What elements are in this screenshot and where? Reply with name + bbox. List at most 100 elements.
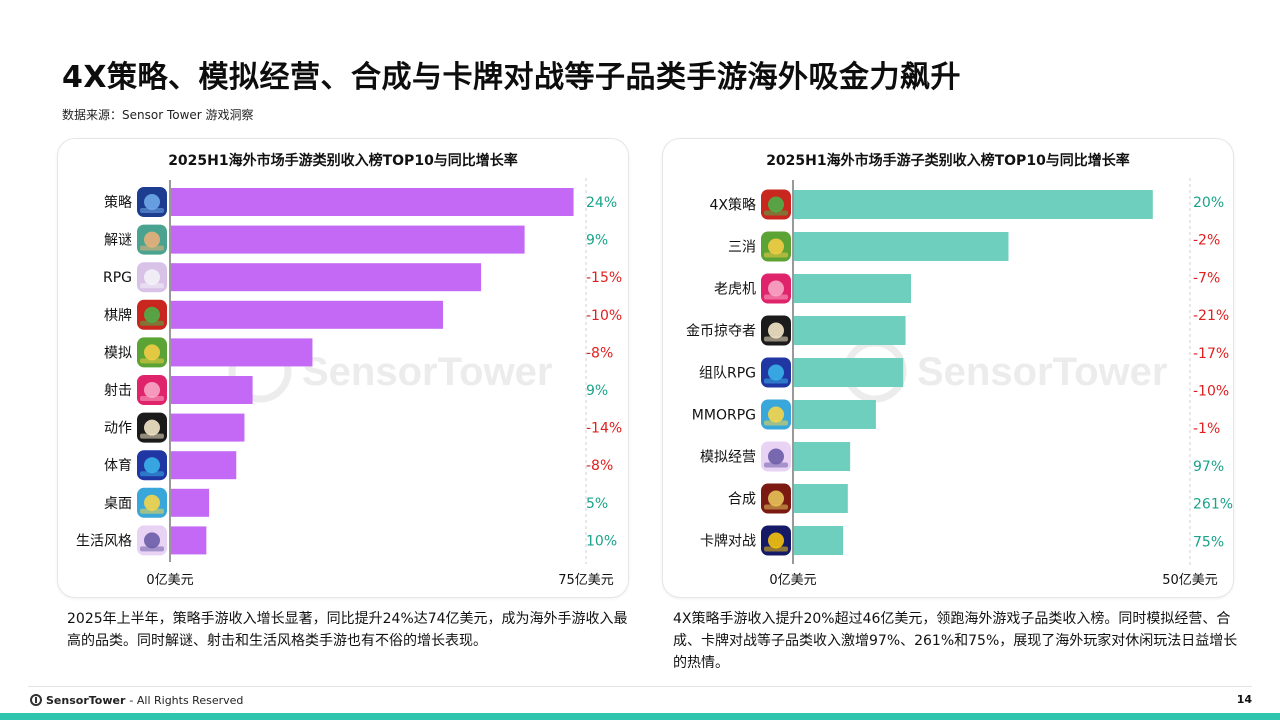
right-bar — [794, 232, 1009, 261]
tabletop-app-icon — [137, 487, 167, 518]
footer-brand-name: SensorTower — [46, 693, 126, 707]
left-icon-glyph — [144, 382, 160, 398]
right-icon-accent — [764, 210, 788, 216]
left-bar-row: 体育 -8% — [104, 450, 613, 481]
right-bar — [794, 484, 848, 513]
right-growth-label: -17% — [1193, 346, 1229, 362]
left-bar-row: RPG -15% — [103, 262, 622, 293]
match3-app-icon — [761, 231, 791, 262]
left-axis-min-label: 0亿美元 — [146, 573, 193, 588]
right-chart-title: 2025H1海外市场手游子类别收入榜TOP10与同比增长率 — [766, 153, 1130, 169]
coin-looter-app-icon — [761, 315, 791, 346]
left-bar — [171, 376, 253, 404]
right-icon-accent — [764, 336, 788, 342]
left-bar-row: 解谜 9% — [104, 224, 608, 255]
footer-brand: SensorTower - All Rights Reserved — [30, 692, 243, 708]
sensortower-logo-icon — [30, 694, 42, 706]
left-category-label: 射击 — [104, 383, 132, 399]
right-category-label: 金币掠夺者 — [686, 324, 756, 340]
right-icon-glyph — [768, 532, 784, 549]
right-growth-label: 97% — [1193, 459, 1224, 475]
left-category-label: 生活风格 — [76, 533, 132, 549]
right-icon-glyph — [768, 196, 784, 213]
simulation-app-icon — [137, 337, 167, 368]
right-icon-accent — [764, 378, 788, 384]
right-category-label: 卡牌对战 — [700, 533, 756, 550]
left-growth-label: 24% — [586, 195, 617, 211]
left-growth-label: 10% — [586, 533, 617, 549]
left-watermark: SensorTower — [228, 339, 552, 403]
strategy-app-icon — [137, 187, 167, 217]
left-category-label: 模拟 — [104, 345, 132, 361]
left-bar — [171, 488, 210, 517]
right-bar — [794, 274, 911, 303]
right-icon-glyph — [768, 238, 784, 255]
right-bar — [794, 526, 844, 555]
left-category-label: 解谜 — [104, 233, 132, 249]
footer-divider — [28, 686, 1252, 687]
left-watermark-text: SensorTower — [302, 350, 552, 394]
page-number: 14 — [1236, 693, 1252, 706]
left-icon-accent — [140, 433, 164, 439]
right-category-label: 组队RPG — [699, 366, 756, 382]
left-category-label: RPG — [103, 270, 132, 286]
shooter-app-icon — [137, 375, 167, 405]
right-growth-label: -10% — [1193, 384, 1229, 400]
right-growth-label: 75% — [1193, 534, 1224, 550]
left-bar — [171, 188, 574, 216]
left-bar — [171, 338, 313, 367]
right-bar-row: MMORPG — [692, 399, 876, 430]
right-category-label: 三消 — [728, 240, 756, 256]
right-growth-label: 20% — [1193, 195, 1224, 211]
right-bar-row: 模拟经营 — [700, 441, 851, 472]
left-icon-accent — [140, 546, 164, 552]
right-category-label: MMORPG — [692, 408, 756, 424]
right-bar-row: 4X策略 — [710, 189, 1153, 220]
left-bar-row: 动作 -14% — [104, 412, 622, 443]
4x-strategy-app-icon — [761, 189, 791, 220]
left-bar — [171, 526, 207, 555]
right-bar-row: 老虎机 — [714, 273, 911, 304]
page-title: 4X策略、模拟经营、合成与卡牌对战等子品类手游海外吸金力飙升 — [62, 60, 962, 95]
left-axis-max-label: 75亿美元 — [558, 573, 614, 588]
right-icon-glyph — [768, 448, 784, 465]
left-icon-glyph — [144, 457, 160, 474]
slots-app-icon — [761, 273, 791, 304]
right-growth-label: 261% — [1193, 497, 1233, 513]
action-app-icon — [137, 412, 167, 443]
left-growth-label: 5% — [586, 496, 608, 512]
right-icon-accent — [764, 504, 788, 510]
right-bar — [794, 400, 876, 429]
right-icon-glyph — [768, 322, 784, 339]
right-category-label: 老虎机 — [714, 282, 756, 298]
left-category-label: 策略 — [104, 194, 132, 211]
left-growth-label: 9% — [586, 233, 608, 249]
left-bar-chart: SensorTower 策略 24% 解谜 9% RPG -15% 棋牌 -10% 模拟 -8% 射击… — [76, 178, 622, 588]
left-icon-accent — [140, 283, 164, 289]
mmorpg-app-icon — [761, 399, 791, 430]
right-bar — [794, 190, 1153, 219]
merge-app-icon — [761, 483, 791, 514]
right-growth-label: -2% — [1193, 233, 1220, 249]
right-icon-accent — [764, 420, 788, 426]
bottom-accent-band — [0, 713, 1280, 720]
left-icon-glyph — [144, 532, 160, 549]
left-icon-accent — [140, 208, 164, 213]
left-growth-label: -8% — [586, 345, 613, 361]
left-icon-glyph — [144, 306, 160, 323]
right-icon-accent — [764, 252, 788, 258]
right-growth-label: -7% — [1193, 270, 1220, 286]
left-bar — [171, 300, 443, 329]
left-icon-glyph — [144, 231, 160, 248]
right-icon-accent — [764, 294, 788, 300]
right-icon-glyph — [768, 490, 784, 507]
right-description: 4X策略手游收入提升20%超过46亿美元，领跑海外游戏子品类收入榜。同时模拟经营… — [673, 611, 1238, 671]
right-axis-min-label: 0亿美元 — [769, 573, 816, 588]
left-icon-accent — [140, 358, 164, 364]
left-icon-glyph — [144, 494, 160, 511]
left-category-label: 动作 — [104, 421, 132, 437]
left-icon-accent — [140, 320, 164, 326]
right-bar — [794, 316, 906, 345]
right-bar-row: 三消 — [728, 231, 1009, 262]
left-bar-row: 射击 9% — [104, 375, 608, 405]
